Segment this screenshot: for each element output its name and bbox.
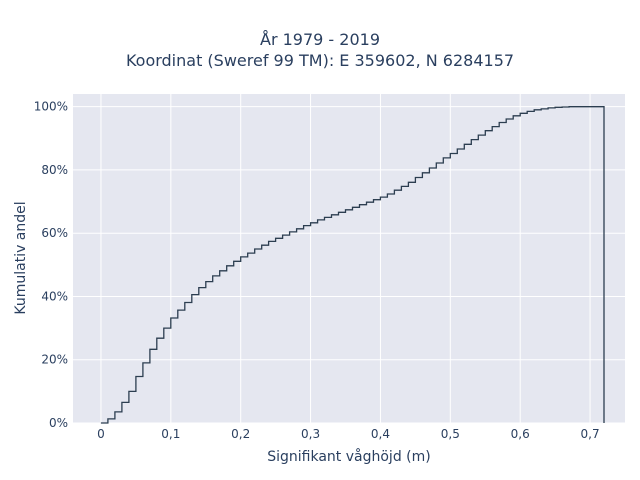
- x-tick-label: 0,4: [371, 427, 390, 441]
- y-tick-label: 40%: [41, 289, 68, 303]
- x-tick-label: 0: [97, 427, 105, 441]
- x-axis-label: Signifikant våghöjd (m): [267, 448, 430, 465]
- y-tick-label: 0%: [49, 416, 68, 430]
- x-tick-label: 0,1: [161, 427, 180, 441]
- x-tick-label: 0,3: [301, 427, 320, 441]
- y-tick-label: 20%: [41, 353, 68, 367]
- chart-subtitle: Koordinat (Sweref 99 TM): E 359602, N 62…: [125, 51, 515, 70]
- x-tick-label: 0,5: [441, 427, 460, 441]
- y-tick-label: 100%: [34, 100, 68, 114]
- x-tick-label: 0,6: [511, 427, 530, 441]
- y-tick-label: 60%: [41, 226, 68, 240]
- x-tick-label: 0,2: [231, 427, 250, 441]
- cdf-step-line: [100, 106, 605, 424]
- y-axis-label: Kumulativ andel: [13, 201, 29, 314]
- chart-title: År 1979 - 2019: [260, 30, 380, 49]
- y-tick-label: 80%: [41, 163, 68, 177]
- x-tick-label: 0,7: [581, 427, 600, 441]
- plot-area: [73, 94, 625, 423]
